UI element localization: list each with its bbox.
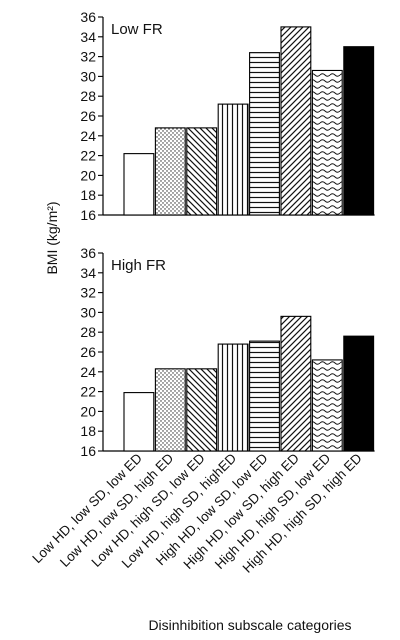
bar-1 (123, 153, 155, 216)
y-tick-label: 16 (80, 207, 96, 223)
y-tick-label: 34 (80, 29, 96, 45)
y-tick-label: 22 (80, 148, 96, 164)
bar-7 (311, 359, 343, 452)
y-tick-label: 22 (80, 384, 96, 400)
y-tick-label: 26 (80, 108, 96, 124)
panel-title: High FR (111, 257, 166, 274)
bar-4 (217, 343, 249, 452)
y-tick-label: 30 (80, 304, 96, 320)
y-tick-label: 28 (80, 324, 96, 340)
y-tick-label: 18 (80, 187, 96, 203)
bar-5 (249, 52, 280, 216)
y-tick-label: 34 (80, 265, 96, 281)
bar-3 (186, 127, 218, 216)
y-tick-label: 36 (80, 245, 96, 261)
bar-4 (217, 103, 249, 216)
y-tick-label: 24 (80, 364, 96, 380)
y-tick-label: 36 (80, 9, 96, 25)
bar-7 (311, 69, 343, 216)
y-tick-label: 26 (80, 344, 96, 360)
high-fr-panel: 16 18 20 22 24 26 28 30 32 34 36 High FR (80, 245, 375, 459)
y-tick-label: 18 (80, 423, 96, 439)
y-tick-label: 20 (80, 403, 96, 419)
bar-3 (186, 368, 218, 452)
bar-2 (154, 368, 186, 452)
y-tick-label: 30 (80, 68, 96, 84)
bar-1 (123, 392, 155, 452)
bar-2 (154, 127, 186, 216)
low-fr-panel: 16 18 20 22 24 26 28 30 32 34 36 Low FR (80, 9, 375, 223)
bar-6 (280, 315, 312, 452)
panel-title: Low FR (111, 21, 163, 38)
y-tick-label: 24 (80, 128, 96, 144)
bar-8 (343, 46, 375, 216)
bar-8 (343, 335, 375, 452)
x-axis-label: Disinhibition subscale categories (148, 617, 351, 633)
y-tick-label: 32 (80, 49, 96, 65)
bar-5 (249, 340, 280, 452)
y-tick-label: 16 (80, 443, 96, 459)
y-axis-label: BMI (kg/m²) (44, 201, 60, 274)
y-tick-label: 28 (80, 88, 96, 104)
bar-6 (280, 26, 312, 216)
y-tick-label: 32 (80, 285, 96, 301)
y-tick-label: 20 (80, 167, 96, 183)
